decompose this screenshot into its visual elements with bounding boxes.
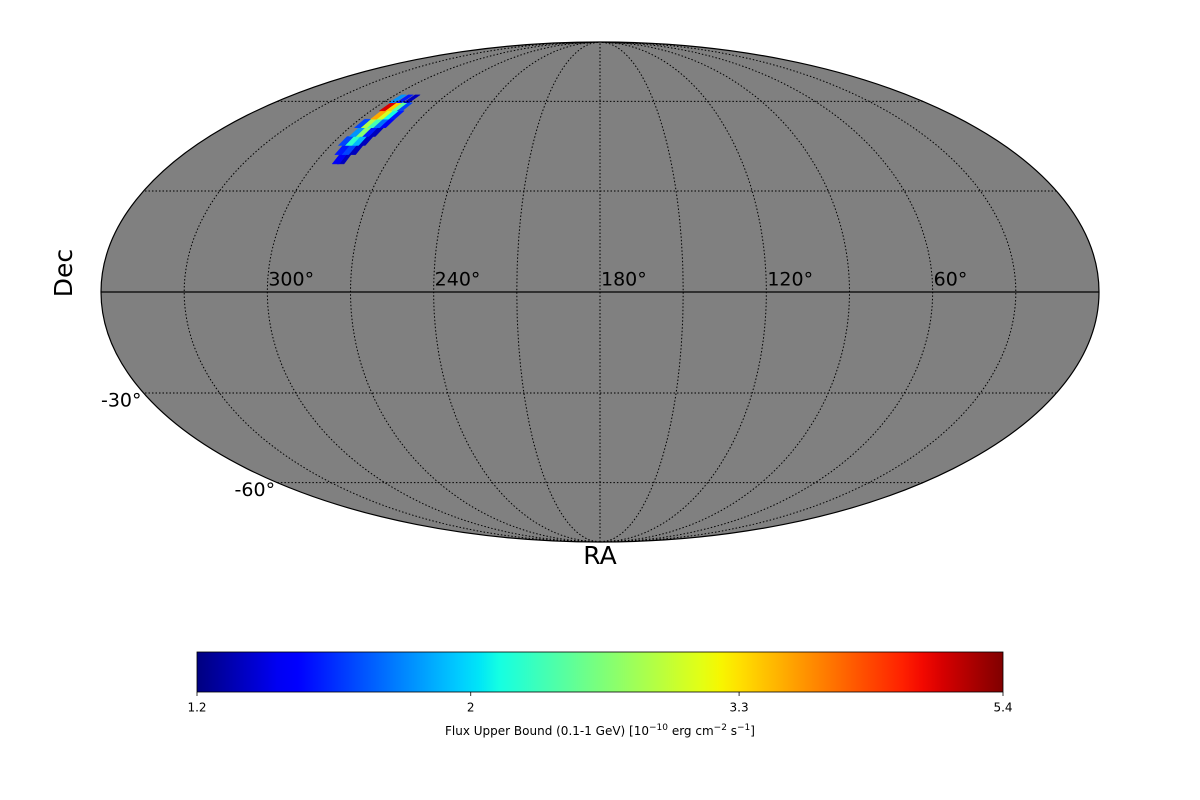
colorbar [196,651,1004,693]
ra-tick-label: 60° [934,269,968,291]
colorbar-tick-label: 3.3 [730,701,749,715]
colorbar-label-part: ] [750,724,755,738]
flux-cell [388,94,408,103]
colorbar-label: Flux Upper Bound (0.1-1 GeV) [10−10 erg … [445,723,755,737]
ra-tick-label: 120° [767,269,813,291]
colorbar-tick-label: 1.2 [187,701,206,715]
flux-cell [402,94,421,103]
dec-tick-label: -60° [235,479,276,501]
ra-tick-label: 300° [268,269,314,291]
colorbar-tick-label: 2 [467,701,475,715]
flux-cell [395,94,415,103]
flux-cell [353,118,372,129]
meridian-grid-line [183,41,601,543]
flux-cell [337,136,355,146]
ra-tick-label: 180° [601,269,647,291]
colorbar-tick-label: 5.4 [993,701,1012,715]
colorbar-label-part: −10 [649,723,668,733]
colorbar-label-part: −1 [737,723,750,733]
colorbar-label-part: s [727,724,737,738]
meridian-grid-line [516,41,601,543]
dec-tick-label: -30° [101,389,142,411]
ra-tick-label: 240° [435,269,481,291]
colorbar-label-part: Flux Upper Bound (0.1-1 GeV) [10 [445,724,649,738]
meridian-grid-line [599,41,1017,543]
y-axis-label: Dec [49,249,78,297]
colorbar-label-part: erg cm [668,724,714,738]
x-axis-label: RA [583,541,616,570]
sky-outline [100,41,1100,543]
colorbar-label-part: −2 [714,723,727,733]
meridian-grid-line [599,41,684,543]
